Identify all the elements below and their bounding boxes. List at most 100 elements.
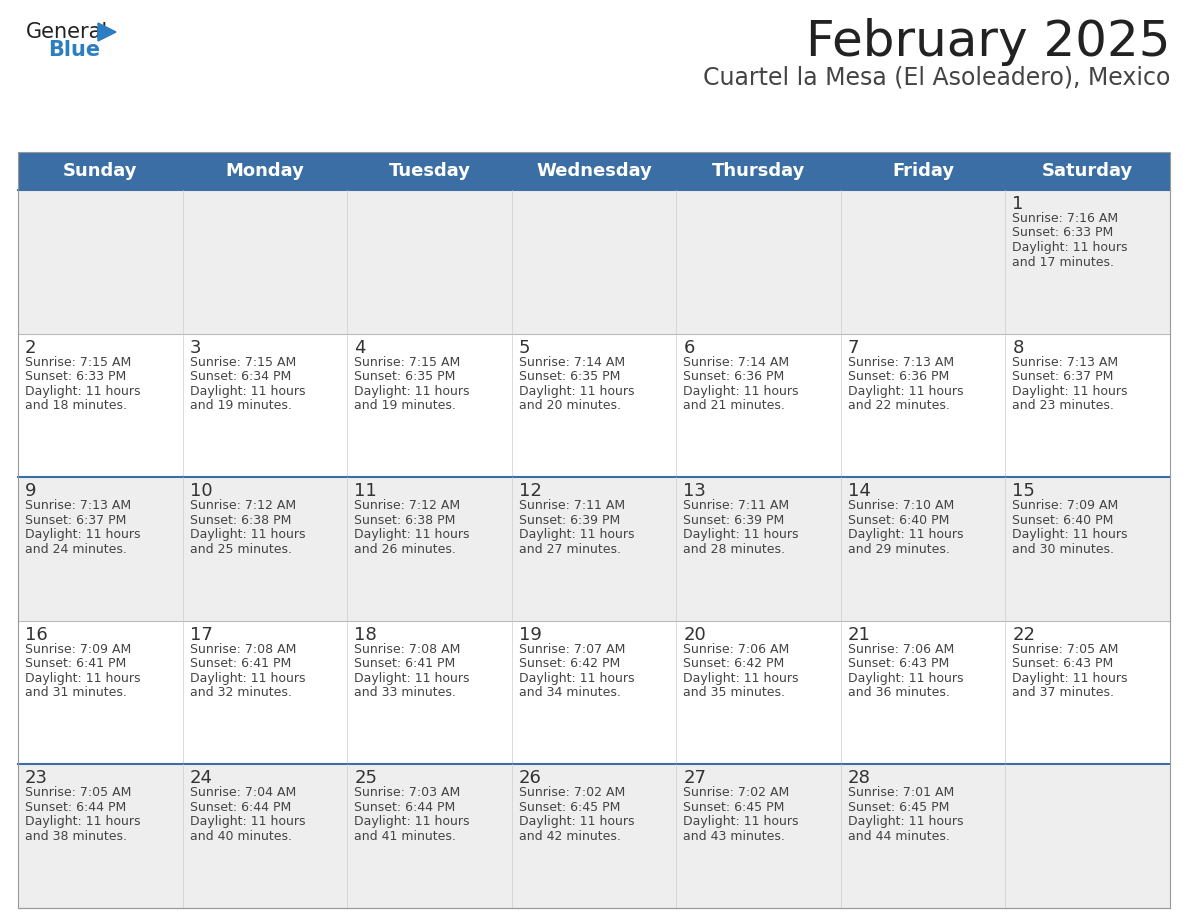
Text: 25: 25 — [354, 769, 377, 788]
Text: February 2025: February 2025 — [805, 18, 1170, 66]
Text: Daylight: 11 hours: Daylight: 11 hours — [519, 815, 634, 828]
Text: Sunset: 6:38 PM: Sunset: 6:38 PM — [354, 514, 455, 527]
Text: and 41 minutes.: and 41 minutes. — [354, 830, 456, 843]
Text: Daylight: 11 hours: Daylight: 11 hours — [190, 815, 305, 828]
Text: Sunset: 6:33 PM: Sunset: 6:33 PM — [1012, 227, 1113, 240]
Text: Sunset: 6:43 PM: Sunset: 6:43 PM — [848, 657, 949, 670]
Text: Sunset: 6:35 PM: Sunset: 6:35 PM — [519, 370, 620, 383]
Bar — [18, 621, 1170, 765]
Text: 2: 2 — [25, 339, 37, 356]
Text: Sunrise: 7:06 AM: Sunrise: 7:06 AM — [683, 643, 790, 655]
Text: Daylight: 11 hours: Daylight: 11 hours — [190, 528, 305, 542]
Text: 27: 27 — [683, 769, 707, 788]
Text: 5: 5 — [519, 339, 530, 356]
Text: 18: 18 — [354, 626, 377, 644]
Text: Sunset: 6:36 PM: Sunset: 6:36 PM — [848, 370, 949, 383]
Text: Sunset: 6:39 PM: Sunset: 6:39 PM — [519, 514, 620, 527]
Text: Sunset: 6:44 PM: Sunset: 6:44 PM — [354, 800, 455, 814]
Text: Daylight: 11 hours: Daylight: 11 hours — [25, 385, 140, 397]
Text: Sunset: 6:39 PM: Sunset: 6:39 PM — [683, 514, 784, 527]
Text: Sunrise: 7:10 AM: Sunrise: 7:10 AM — [848, 499, 954, 512]
Text: Daylight: 11 hours: Daylight: 11 hours — [848, 815, 963, 828]
Text: Daylight: 11 hours: Daylight: 11 hours — [25, 672, 140, 685]
Text: Blue: Blue — [48, 40, 100, 60]
Text: and 28 minutes.: and 28 minutes. — [683, 543, 785, 555]
Text: and 32 minutes.: and 32 minutes. — [190, 687, 291, 700]
Text: and 30 minutes.: and 30 minutes. — [1012, 543, 1114, 555]
Text: and 44 minutes.: and 44 minutes. — [848, 830, 949, 843]
Text: Daylight: 11 hours: Daylight: 11 hours — [519, 672, 634, 685]
Text: Sunrise: 7:14 AM: Sunrise: 7:14 AM — [519, 355, 625, 369]
Text: and 20 minutes.: and 20 minutes. — [519, 399, 620, 412]
Text: Daylight: 11 hours: Daylight: 11 hours — [1012, 241, 1127, 254]
Text: and 19 minutes.: and 19 minutes. — [190, 399, 291, 412]
Text: Daylight: 11 hours: Daylight: 11 hours — [683, 672, 798, 685]
Text: 7: 7 — [848, 339, 859, 356]
Text: Sunrise: 7:05 AM: Sunrise: 7:05 AM — [25, 787, 132, 800]
Text: Sunrise: 7:08 AM: Sunrise: 7:08 AM — [190, 643, 296, 655]
Text: 24: 24 — [190, 769, 213, 788]
Text: Sunset: 6:35 PM: Sunset: 6:35 PM — [354, 370, 455, 383]
Text: Sunrise: 7:02 AM: Sunrise: 7:02 AM — [683, 787, 790, 800]
Text: Sunrise: 7:09 AM: Sunrise: 7:09 AM — [25, 643, 131, 655]
Text: 16: 16 — [25, 626, 48, 644]
Text: and 25 minutes.: and 25 minutes. — [190, 543, 291, 555]
Text: Sunset: 6:38 PM: Sunset: 6:38 PM — [190, 514, 291, 527]
Text: 22: 22 — [1012, 626, 1036, 644]
Text: Sunrise: 7:14 AM: Sunrise: 7:14 AM — [683, 355, 789, 369]
Text: Daylight: 11 hours: Daylight: 11 hours — [354, 528, 469, 542]
Text: and 18 minutes.: and 18 minutes. — [25, 399, 127, 412]
Text: 3: 3 — [190, 339, 201, 356]
Text: Sunset: 6:45 PM: Sunset: 6:45 PM — [848, 800, 949, 814]
Text: Sunrise: 7:15 AM: Sunrise: 7:15 AM — [354, 355, 461, 369]
Text: and 21 minutes.: and 21 minutes. — [683, 399, 785, 412]
Text: Sunset: 6:43 PM: Sunset: 6:43 PM — [1012, 657, 1113, 670]
Text: Daylight: 11 hours: Daylight: 11 hours — [683, 528, 798, 542]
Text: Sunset: 6:45 PM: Sunset: 6:45 PM — [519, 800, 620, 814]
Text: and 31 minutes.: and 31 minutes. — [25, 687, 127, 700]
Bar — [18, 333, 1170, 477]
Text: Thursday: Thursday — [712, 162, 805, 180]
Text: and 42 minutes.: and 42 minutes. — [519, 830, 620, 843]
Text: Sunrise: 7:13 AM: Sunrise: 7:13 AM — [1012, 355, 1119, 369]
Text: and 29 minutes.: and 29 minutes. — [848, 543, 949, 555]
Text: 1: 1 — [1012, 195, 1024, 213]
Bar — [18, 765, 1170, 908]
Text: Cuartel la Mesa (El Asoleadero), Mexico: Cuartel la Mesa (El Asoleadero), Mexico — [702, 65, 1170, 89]
Text: Saturday: Saturday — [1042, 162, 1133, 180]
Text: Sunrise: 7:05 AM: Sunrise: 7:05 AM — [1012, 643, 1119, 655]
Text: Sunrise: 7:13 AM: Sunrise: 7:13 AM — [848, 355, 954, 369]
Text: Daylight: 11 hours: Daylight: 11 hours — [519, 528, 634, 542]
Text: Daylight: 11 hours: Daylight: 11 hours — [354, 815, 469, 828]
Text: Sunset: 6:36 PM: Sunset: 6:36 PM — [683, 370, 784, 383]
Text: Daylight: 11 hours: Daylight: 11 hours — [848, 385, 963, 397]
Text: 15: 15 — [1012, 482, 1035, 500]
Text: Sunset: 6:34 PM: Sunset: 6:34 PM — [190, 370, 291, 383]
Text: Daylight: 11 hours: Daylight: 11 hours — [519, 385, 634, 397]
Text: and 33 minutes.: and 33 minutes. — [354, 687, 456, 700]
Text: Sunrise: 7:12 AM: Sunrise: 7:12 AM — [190, 499, 296, 512]
Text: Daylight: 11 hours: Daylight: 11 hours — [1012, 528, 1127, 542]
Text: Sunrise: 7:08 AM: Sunrise: 7:08 AM — [354, 643, 461, 655]
Text: 28: 28 — [848, 769, 871, 788]
Text: Sunset: 6:41 PM: Sunset: 6:41 PM — [25, 657, 126, 670]
Text: and 43 minutes.: and 43 minutes. — [683, 830, 785, 843]
Text: Monday: Monday — [226, 162, 304, 180]
Text: 12: 12 — [519, 482, 542, 500]
Text: 19: 19 — [519, 626, 542, 644]
Text: and 26 minutes.: and 26 minutes. — [354, 543, 456, 555]
Text: Sunrise: 7:11 AM: Sunrise: 7:11 AM — [519, 499, 625, 512]
Text: Sunrise: 7:01 AM: Sunrise: 7:01 AM — [848, 787, 954, 800]
Text: Sunrise: 7:16 AM: Sunrise: 7:16 AM — [1012, 212, 1119, 225]
Text: Sunset: 6:37 PM: Sunset: 6:37 PM — [1012, 370, 1114, 383]
Text: Daylight: 11 hours: Daylight: 11 hours — [25, 528, 140, 542]
Text: 6: 6 — [683, 339, 695, 356]
Text: Sunset: 6:41 PM: Sunset: 6:41 PM — [190, 657, 291, 670]
Text: 9: 9 — [25, 482, 37, 500]
Text: Sunset: 6:40 PM: Sunset: 6:40 PM — [848, 514, 949, 527]
Text: Daylight: 11 hours: Daylight: 11 hours — [1012, 385, 1127, 397]
Text: Daylight: 11 hours: Daylight: 11 hours — [848, 672, 963, 685]
Text: and 24 minutes.: and 24 minutes. — [25, 543, 127, 555]
Text: Sunrise: 7:06 AM: Sunrise: 7:06 AM — [848, 643, 954, 655]
Text: Sunset: 6:42 PM: Sunset: 6:42 PM — [683, 657, 784, 670]
